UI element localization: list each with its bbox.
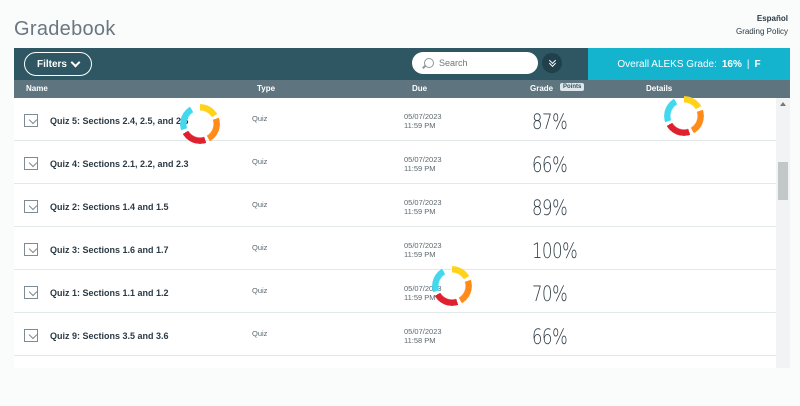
loading-spinner-icon [664, 96, 704, 136]
table-row[interactable]: Quiz 1: Sections 1.1 and 1.2 Quiz 05/07/… [14, 270, 776, 313]
due-date: 05/07/2023 11:59 PM [404, 198, 442, 216]
filters-button[interactable]: Filters [24, 52, 92, 76]
scroll-up-arrow-icon[interactable] [780, 102, 786, 106]
assignment-type: Quiz [252, 329, 268, 338]
loading-spinner-icon [432, 266, 472, 306]
gradebook-table: Quiz 5: Sections 2.4, 2.5, and 2.6 Quiz … [14, 98, 776, 368]
search-icon [422, 57, 434, 69]
language-link[interactable]: Español [756, 14, 788, 23]
assignment-type: Quiz [252, 243, 268, 252]
due-date: 05/07/2023 11:59 PM [404, 241, 442, 259]
overall-grade-percent: 16% [721, 58, 742, 70]
quiz-icon [24, 243, 38, 256]
table-row[interactable]: Quiz 3: Sections 1.6 and 1.7 Quiz 05/07/… [14, 227, 776, 270]
grade-value: 89% [532, 196, 568, 220]
overall-grade-separator: | [746, 58, 750, 70]
table-header: Name Type Due Grade Points Details [14, 80, 790, 98]
loading-spinner-icon [180, 104, 220, 144]
quiz-icon [24, 157, 38, 170]
due-date: 05/07/2023 11:59 PM [404, 112, 442, 130]
table-row[interactable] [14, 356, 776, 368]
quiz-icon [24, 329, 38, 342]
table-row[interactable]: Quiz 2: Sections 1.4 and 1.5 Quiz 05/07/… [14, 184, 776, 227]
column-details: Details [646, 84, 673, 93]
grade-value: 66% [532, 153, 568, 177]
overall-grade-letter: F [754, 58, 761, 70]
chevron-down-icon [70, 57, 81, 67]
assignment-name[interactable]: Quiz 2: Sections 1.4 and 1.5 [50, 202, 169, 212]
table-row[interactable]: Quiz 9: Sections 3.5 and 3.6 Quiz 05/07/… [14, 313, 776, 356]
assignment-type: Quiz [252, 200, 268, 209]
column-due[interactable]: Due [412, 84, 428, 93]
quiz-icon [24, 286, 38, 299]
assignment-name[interactable]: Quiz 3: Sections 1.6 and 1.7 [50, 245, 169, 255]
search-input[interactable] [439, 58, 529, 68]
assignment-name[interactable]: Quiz 5: Sections 2.4, 2.5, and 2.6 [50, 116, 189, 126]
collapse-button[interactable] [542, 53, 562, 73]
assignment-type: Quiz [252, 157, 268, 166]
overall-grade-label: Overall ALEKS Grade: [617, 58, 717, 70]
assignment-type: Quiz [252, 114, 268, 123]
quiz-icon [24, 114, 38, 127]
filters-label: Filters [36, 58, 67, 70]
column-name[interactable]: Name [26, 84, 48, 93]
scroll-thumb[interactable] [778, 162, 788, 200]
column-grade[interactable]: Grade [530, 84, 554, 93]
search-box[interactable] [412, 52, 538, 74]
quiz-icon [24, 200, 38, 213]
grade-value: 66% [532, 325, 568, 349]
assignment-name[interactable]: Quiz 9: Sections 3.5 and 3.6 [50, 331, 169, 341]
due-date: 05/07/2023 11:59 PM [404, 155, 442, 173]
page-title: Gradebook [14, 18, 116, 40]
due-date: 05/07/2023 11:58 PM [404, 327, 442, 345]
table-scrollbar[interactable] [776, 98, 790, 368]
points-toggle[interactable]: Points [560, 83, 585, 91]
due-date: 05/07/2023 11:59 PM [404, 284, 442, 302]
assignment-name[interactable]: Quiz 4: Sections 2.1, 2.2, and 2.3 [50, 159, 189, 169]
table-row[interactable]: Quiz 5: Sections 2.4, 2.5, and 2.6 Quiz … [14, 98, 776, 141]
overall-grade-panel: Overall ALEKS Grade: 16% | F [588, 48, 790, 80]
assignment-type: Quiz [252, 286, 268, 295]
grade-value: 70% [532, 282, 568, 306]
grade-value: 87% [532, 110, 568, 134]
column-type[interactable]: Type [257, 84, 276, 93]
grading-policy-link[interactable]: Grading Policy [735, 27, 788, 36]
gradebook-toolbar: Filters Overall ALEKS Grade: 16% | F [14, 48, 790, 80]
assignment-name[interactable]: Quiz 1: Sections 1.1 and 1.2 [50, 288, 169, 298]
grade-value: 100% [532, 239, 578, 263]
table-row[interactable]: Quiz 4: Sections 2.1, 2.2, and 2.3 Quiz … [14, 141, 776, 184]
